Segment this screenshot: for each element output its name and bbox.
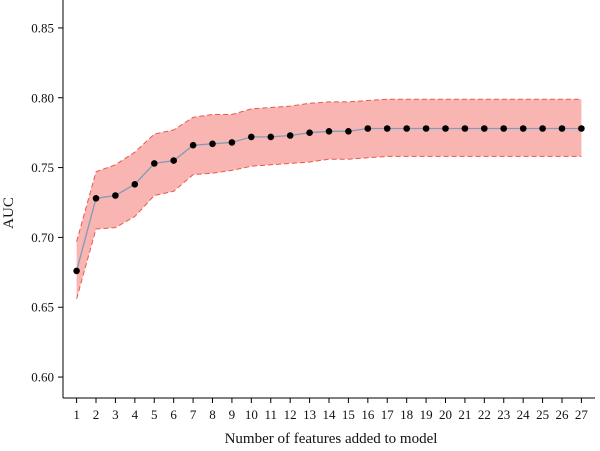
data-point-12: [286, 132, 294, 139]
data-point-4: [131, 181, 139, 188]
x-tick-label: 27: [575, 407, 589, 422]
y-tick-label: 0.75: [31, 160, 54, 175]
x-tick-label: 12: [284, 407, 297, 422]
data-point-22: [481, 125, 488, 132]
x-tick-label: 20: [439, 407, 452, 422]
confidence-band-layer: [76, 98, 582, 299]
x-tick-label: 25: [536, 407, 549, 422]
x-tick-label: 9: [229, 407, 236, 422]
y-tick-label: 0.80: [31, 90, 54, 105]
y-tick-label: 0.85: [31, 20, 54, 35]
x-tick-label: 22: [478, 407, 491, 422]
x-tick-label: 13: [303, 407, 316, 422]
x-tick-label: 17: [381, 407, 395, 422]
x-tick-label: 5: [151, 407, 158, 422]
x-tick-label: 1: [73, 407, 80, 422]
data-point-19: [422, 125, 430, 132]
y-tick-label: 0.60: [31, 370, 54, 385]
upper-band-edge: [76, 98, 582, 242]
x-tick-label: 11: [264, 407, 277, 422]
x-tick-label: 16: [361, 407, 375, 422]
x-tick-label: 3: [112, 407, 119, 422]
data-point-27: [578, 125, 585, 132]
x-tick-label: 21: [458, 407, 471, 422]
data-point-18: [403, 125, 411, 132]
x-tick-label: 15: [342, 407, 355, 422]
x-tick-label: 4: [132, 407, 139, 422]
data-point-9: [228, 139, 236, 146]
data-point-17: [383, 125, 391, 132]
x-tick-label: 10: [245, 407, 258, 422]
data-point-7: [189, 141, 197, 149]
data-point-2: [92, 195, 100, 202]
data-point-20: [442, 125, 449, 132]
x-tick-label: 26: [555, 407, 569, 422]
data-point-5: [151, 160, 158, 167]
confidence-band: [76, 99, 582, 299]
data-point-13: [306, 129, 313, 136]
x-tick-label: 14: [323, 407, 337, 422]
x-tick-label: 18: [400, 407, 413, 422]
x-tick-label: 24: [517, 407, 531, 422]
x-tick-label: 19: [420, 407, 433, 422]
x-tick-label: 7: [190, 407, 197, 422]
x-axis-title: Number of features added to model: [225, 431, 438, 447]
data-point-24: [519, 125, 527, 132]
y-axis-title: AUC: [1, 197, 17, 229]
data-point-16: [364, 125, 372, 132]
x-tick-label: 6: [170, 407, 177, 422]
data-point-10: [248, 133, 255, 141]
data-point-1: [73, 267, 80, 275]
data-point-8: [209, 140, 216, 148]
x-tick-label: 8: [209, 407, 216, 422]
data-point-6: [170, 157, 177, 164]
x-tick-label: 2: [93, 407, 100, 422]
data-point-15: [345, 128, 352, 135]
data-point-3: [112, 192, 119, 199]
y-tick-label: 0.65: [31, 300, 54, 315]
data-point-23: [500, 125, 508, 132]
data-point-21: [461, 125, 469, 132]
data-point-11: [267, 133, 275, 141]
auc-points-layer: [73, 125, 585, 275]
axes: 0.600.650.700.750.800.851 2 3 4 5 6 7 8 9 10 11 12 1…: [31, 0, 595, 422]
data-point-26: [558, 125, 566, 132]
data-point-25: [539, 125, 546, 132]
data-point-14: [325, 128, 333, 135]
x-tick-label: 23: [497, 407, 510, 422]
y-tick-label: 0.70: [31, 230, 54, 245]
